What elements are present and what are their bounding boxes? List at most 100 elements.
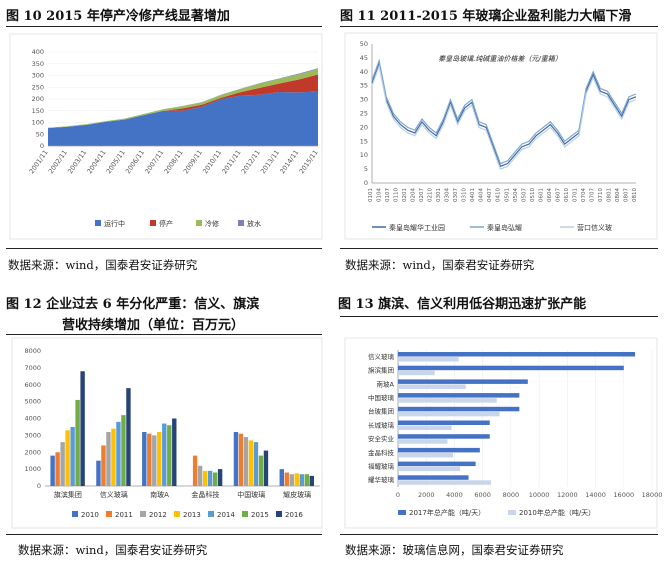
x-tick-label: 18000 [642,491,663,499]
legend-swatch [276,511,282,517]
y-tick-label: 150 [32,107,44,115]
y-tick-label: 250 [32,83,44,91]
x-tick-label: 0701 [572,188,578,202]
bar [309,475,314,486]
y-tick-label: 40 [360,68,368,76]
line-series-2 [371,64,637,170]
x-tick-label: 0401 [470,188,476,202]
bar [299,474,304,486]
legend-label: 放水 [247,219,261,228]
bar [80,371,85,486]
x-tick-label: 0810 [632,188,638,202]
x-tick-label: 0804 [615,188,621,202]
bar [398,393,520,398]
x-tick-label: 0504 [513,188,519,202]
bar [398,384,466,389]
bar [96,460,101,486]
x-tick-label: 12000 [557,491,578,499]
x-tick-label: 信义玻璃 [100,490,128,499]
x-tick-label: 0707 [589,188,595,202]
bar [55,452,60,486]
x-tick-label: 0310 [462,188,468,202]
x-tick-label: 0407 [487,188,493,202]
bar [398,398,497,403]
legend-swatch [95,220,101,226]
y-tick-label: 350 [32,60,44,68]
legend-label: 2016 [285,511,303,519]
bar [233,432,239,486]
legend-label: 冷修 [205,219,219,228]
x-tick-label: 0107 [385,188,391,202]
divider [340,26,658,27]
y-tick-label: 10 [360,151,368,159]
x-tick-label: 0201 [402,188,408,202]
bar [106,432,111,486]
x-tick-label: 0510 [530,188,536,202]
legend-swatch [140,511,146,517]
x-tick-label: 旗滨集团 [54,490,82,499]
bar [70,426,75,486]
legend-label: 停产 [159,219,173,228]
legend-swatch [106,511,112,517]
y-tick-label: 5 [364,165,368,173]
x-tick-label: 0601 [538,188,544,202]
bar [172,418,177,486]
bar [263,450,269,486]
legend-swatch [242,511,248,517]
y-tick-label: 金晶科技 [368,448,395,457]
legend-label: 2012 [149,511,167,519]
x-tick-label: 0204 [411,188,417,202]
y-tick-label: 台玻集团 [368,407,394,416]
x-tick-label: 中国玻璃 [237,490,265,499]
y-tick-label: 300 [32,72,44,80]
bar [50,455,55,486]
bar [142,432,147,486]
chart-13-source: 数据来源：玻璃信息网，国泰君安证券研究 [345,543,564,557]
bar [152,435,157,486]
divider [340,248,658,249]
bar [65,430,70,486]
y-tick-label: 中国玻璃 [368,393,395,402]
bar [398,352,636,357]
bar [212,472,218,486]
legend-label: 2017年总产能（吨/天） [409,508,485,517]
bar [207,470,213,486]
x-tick-label: 0210 [428,188,434,202]
bar [398,420,490,425]
y-tick-label: 旗滨集团 [368,366,394,375]
bar [279,469,284,486]
y-tick-label: 耀华玻璃 [368,475,395,484]
bar [398,447,480,453]
y-tick-label: 200 [32,95,44,103]
x-tick-label: 0801 [606,188,612,202]
y-tick-label: 4000 [24,415,41,423]
bar [202,470,208,486]
y-tick-label: 2000 [24,448,41,456]
y-tick-label: 25 [360,110,368,118]
bar [398,411,500,417]
bar [284,472,289,486]
legend-label: 2013 [183,511,201,519]
x-tick-label: 0104 [377,188,383,202]
bar [258,455,264,486]
chart-11-frame [344,32,658,240]
x-tick-label: 8000 [503,491,520,499]
chart-12-title-line2: 营收持续增加（单位：百万元） [62,318,245,333]
x-tick-label: 0710 [598,188,604,202]
bar [60,442,65,486]
x-tick-label: 0207 [419,188,425,202]
bar [398,466,461,472]
y-tick-label: 7000 [24,364,41,372]
divider [340,316,658,317]
y-tick-label: 20 [360,123,368,131]
legend-swatch [238,220,244,226]
divider [6,248,322,249]
x-tick-label: 南玻A [150,490,169,499]
legend-label: 营口信义玻 [577,223,612,232]
x-tick-label: 0404 [479,188,485,202]
legend-swatch [508,510,516,515]
y-tick-label: 长城玻璃 [368,420,395,429]
legend-swatch [150,220,156,226]
x-tick-label: 金晶科技 [191,490,219,499]
